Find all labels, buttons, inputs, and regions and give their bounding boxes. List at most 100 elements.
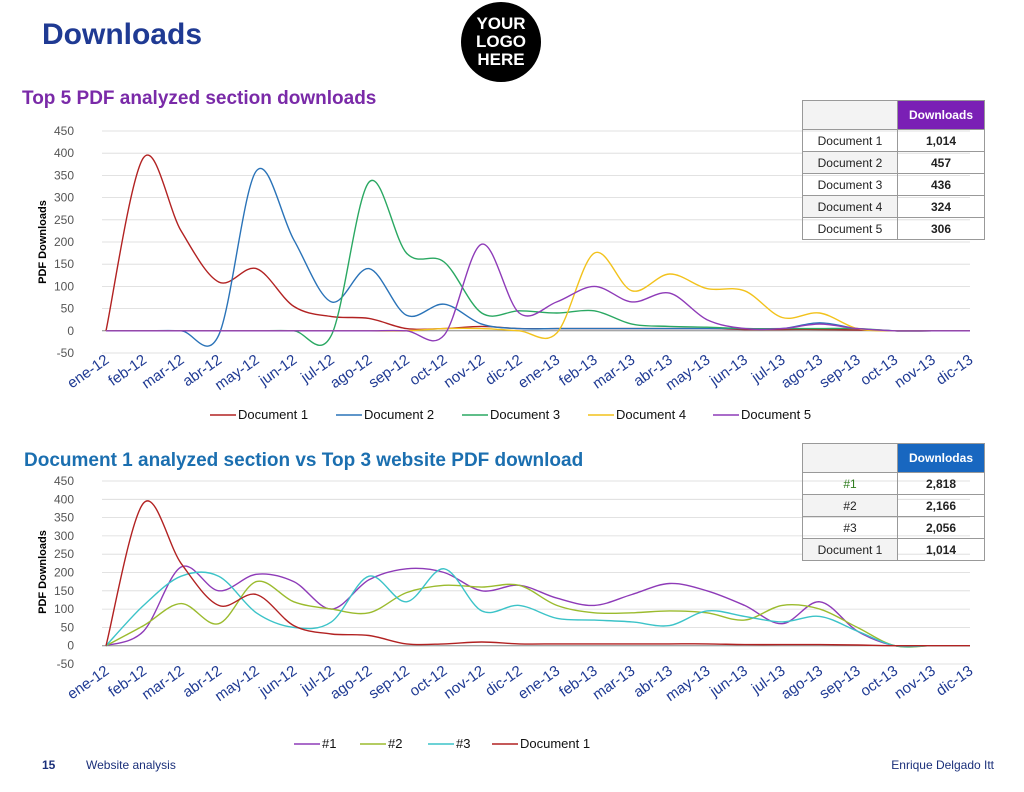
row-value: 306 bbox=[897, 217, 985, 240]
y-axis-label: PDF Downloads bbox=[37, 200, 49, 284]
legend-label: Document 1 bbox=[520, 736, 590, 751]
y-tick-label: 350 bbox=[54, 168, 74, 182]
x-tick-label: sep-12 bbox=[365, 662, 412, 702]
table-header: Downlodas bbox=[897, 443, 985, 473]
row-value: 2,818 bbox=[897, 472, 985, 495]
y-tick-label: 400 bbox=[54, 146, 74, 160]
table-row: Document 3 436 bbox=[802, 173, 985, 196]
x-tick-label: sep-13 bbox=[816, 351, 863, 391]
y-tick-label: 150 bbox=[54, 257, 74, 271]
series-line-document-5 bbox=[106, 243, 970, 342]
legend-label: Document 3 bbox=[490, 407, 560, 422]
x-tick-label: ago-12 bbox=[327, 351, 375, 392]
logo-line: LOGO bbox=[475, 32, 527, 51]
y-tick-label: -50 bbox=[57, 346, 75, 360]
legend-label: Document 2 bbox=[364, 407, 434, 422]
page-number: 15 bbox=[42, 758, 56, 772]
y-tick-label: 250 bbox=[54, 547, 74, 561]
logo-line: HERE bbox=[477, 50, 525, 69]
chart2-title: Document 1 analyzed section vs Top 3 web… bbox=[24, 450, 584, 471]
table-row: Document 5 306 bbox=[802, 217, 985, 240]
table-header-empty bbox=[802, 100, 898, 130]
x-tick-label: dic-13 bbox=[933, 662, 976, 699]
x-tick-label: jun-12 bbox=[255, 351, 300, 389]
x-tick-label: nov-13 bbox=[891, 351, 938, 391]
series-line-document-1 bbox=[105, 500, 970, 647]
x-tick-label: sep-12 bbox=[365, 351, 412, 391]
table-header-empty bbox=[802, 443, 898, 473]
row-label: Document 1 bbox=[802, 538, 898, 561]
row-value: 1,014 bbox=[897, 129, 985, 152]
row-value: 324 bbox=[897, 195, 985, 218]
y-tick-label: -50 bbox=[57, 657, 75, 671]
author-name: Enrique Delgado Itt bbox=[891, 758, 994, 772]
x-tick-label: jun-12 bbox=[255, 662, 300, 700]
series-line--3 bbox=[105, 568, 970, 648]
x-tick-label: sep-13 bbox=[816, 662, 863, 702]
row-label: Document 4 bbox=[802, 195, 898, 218]
y-tick-label: 350 bbox=[54, 511, 74, 525]
y-tick-label: 250 bbox=[54, 213, 74, 227]
series-line--1 bbox=[105, 565, 970, 648]
row-value: 2,056 bbox=[897, 516, 985, 539]
row-value: 436 bbox=[897, 173, 985, 196]
x-tick-label: nov-12 bbox=[441, 662, 488, 702]
table-row: Document 1 1,014 bbox=[802, 129, 985, 152]
series-line-document-2 bbox=[106, 167, 970, 347]
table-row: Document 2 457 bbox=[802, 151, 985, 174]
table-row: Document 4 324 bbox=[802, 195, 985, 218]
y-tick-label: 50 bbox=[61, 620, 75, 634]
y-tick-label: 200 bbox=[54, 235, 74, 249]
legend-label: Document 4 bbox=[616, 407, 686, 422]
row-value: 457 bbox=[897, 151, 985, 174]
downloads-table: Downloads Document 1 1,014 Document 2 457 … bbox=[802, 100, 985, 240]
y-tick-label: 450 bbox=[54, 124, 74, 138]
logo: YOUR LOGO HERE bbox=[461, 2, 541, 82]
row-label: #1 bbox=[802, 472, 898, 495]
y-tick-label: 50 bbox=[61, 302, 75, 316]
y-axis-label: PDF Downloads bbox=[37, 530, 49, 614]
x-tick-label: nov-12 bbox=[441, 351, 488, 391]
page-title: Downloads bbox=[42, 18, 203, 51]
x-tick-label: dic-13 bbox=[933, 351, 976, 388]
legend-label: #2 bbox=[388, 736, 402, 751]
chart1-title: Top 5 PDF analyzed section downloads bbox=[22, 88, 377, 109]
y-tick-label: 300 bbox=[54, 191, 74, 205]
top3-comparison-table: Downlodas #1 2,818 #2 2,166 #3 2,056 Docume… bbox=[802, 443, 985, 561]
row-label: #2 bbox=[802, 494, 898, 517]
x-tick-label: ago-13 bbox=[778, 351, 826, 392]
row-label: #3 bbox=[802, 516, 898, 539]
x-tick-label: jun-13 bbox=[706, 351, 751, 389]
section-label: Website analysis bbox=[86, 758, 176, 772]
x-tick-label: jun-13 bbox=[706, 662, 751, 700]
table-row: #2 2,166 bbox=[802, 494, 985, 517]
y-tick-label: 400 bbox=[54, 492, 74, 506]
table-row: #1 2,818 bbox=[802, 472, 985, 495]
x-tick-label: ago-12 bbox=[327, 662, 375, 703]
x-tick-label: mar-13 bbox=[590, 351, 639, 392]
row-label: Document 5 bbox=[802, 217, 898, 240]
x-tick-label: nov-13 bbox=[891, 662, 938, 702]
y-tick-label: 0 bbox=[67, 324, 74, 338]
y-tick-label: 200 bbox=[54, 566, 74, 580]
row-label: Document 1 bbox=[802, 129, 898, 152]
y-tick-label: 100 bbox=[54, 602, 74, 616]
y-tick-label: 150 bbox=[54, 584, 74, 598]
legend-label: #3 bbox=[456, 736, 470, 751]
series-line--2 bbox=[105, 580, 970, 648]
table-row: Document 1 1,014 bbox=[802, 538, 985, 561]
legend-label: Document 1 bbox=[238, 407, 308, 422]
row-value: 1,014 bbox=[897, 538, 985, 561]
y-tick-label: 0 bbox=[67, 639, 74, 653]
x-tick-label: mar-13 bbox=[590, 662, 639, 703]
legend-label: Document 5 bbox=[741, 407, 811, 422]
x-tick-label: ene-13 bbox=[515, 351, 563, 392]
y-tick-label: 450 bbox=[54, 474, 74, 488]
logo-line: YOUR bbox=[476, 14, 526, 33]
row-value: 2,166 bbox=[897, 494, 985, 517]
y-tick-label: 100 bbox=[54, 279, 74, 293]
row-label: Document 3 bbox=[802, 173, 898, 196]
y-tick-label: 300 bbox=[54, 529, 74, 543]
table-row: #3 2,056 bbox=[802, 516, 985, 539]
